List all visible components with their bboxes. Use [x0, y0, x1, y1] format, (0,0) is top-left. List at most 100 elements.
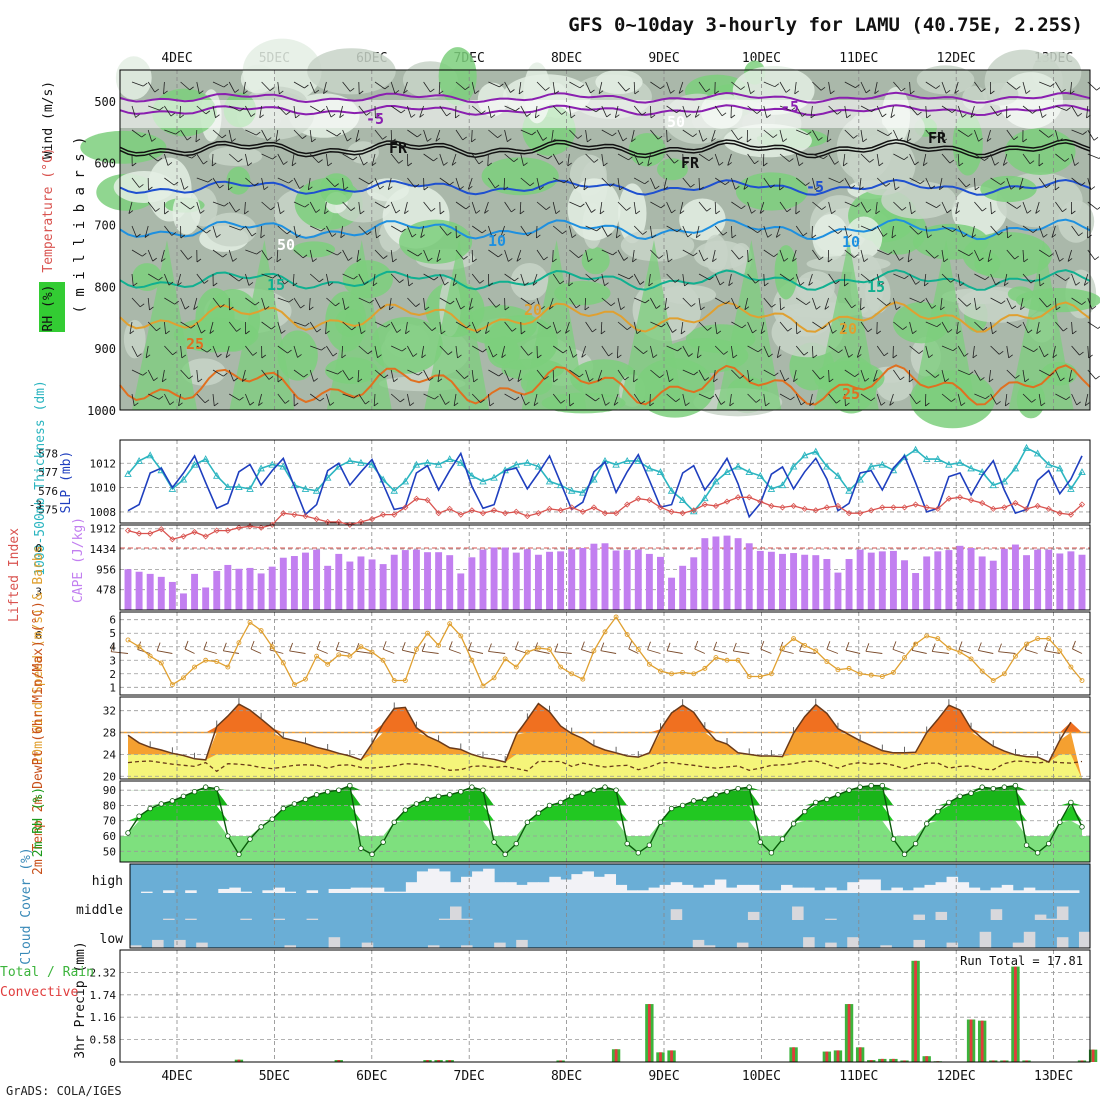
wind-barb-flag	[914, 161, 919, 166]
cape-bar	[1000, 548, 1008, 610]
wind-barb	[438, 81, 441, 95]
wind-barb-flag	[1007, 234, 1012, 239]
thickness-point	[512, 460, 521, 468]
wind-barb	[978, 650, 994, 654]
wind-barb	[682, 129, 693, 138]
wind-barb-flag	[756, 110, 762, 114]
wind-barb	[828, 321, 833, 334]
wind-barb-flag	[501, 354, 506, 358]
wind-barb-flag	[750, 90, 755, 94]
wind-barb	[245, 297, 256, 306]
temp-contour-25	[119, 364, 1091, 406]
wind-barb	[147, 153, 159, 162]
wind-barb	[666, 105, 677, 114]
wind-barb	[326, 153, 329, 166]
wind-barb	[161, 369, 165, 382]
wind-barb	[679, 201, 684, 214]
wind-barb-flag	[715, 210, 721, 215]
wind-barb	[650, 129, 659, 140]
wind-barb-flag	[206, 229, 211, 234]
wind-barb-flag	[908, 378, 914, 383]
wind-barb-flag	[503, 186, 509, 191]
cape-bar	[213, 570, 221, 610]
wind-barb	[844, 249, 855, 258]
wind-barb-flag	[793, 378, 798, 383]
wind-barb-flag	[917, 111, 922, 116]
cloud-cell	[604, 874, 617, 893]
wind-barb	[585, 273, 596, 283]
wind-barb	[844, 105, 848, 118]
wind-barb-flag	[699, 186, 704, 191]
wind-barb	[293, 249, 304, 259]
wind-barb-flag	[638, 161, 644, 166]
wind-barb-flag	[491, 234, 497, 238]
wind-barb	[666, 153, 675, 164]
wind-barb	[990, 177, 1001, 185]
rh-point	[491, 839, 497, 845]
precip-convective-bar	[614, 1049, 618, 1062]
wind-barb	[309, 249, 314, 262]
wind-barb-flag	[892, 354, 898, 359]
lifted-index-point	[1056, 510, 1063, 517]
wind-barb	[423, 393, 435, 400]
wind-barb-flag	[920, 299, 925, 304]
thickness-point	[468, 471, 476, 479]
lifted-index-point	[934, 505, 941, 512]
wind-barb	[954, 81, 959, 94]
wind-barb-flag	[438, 90, 444, 95]
wind-barb-flag	[687, 233, 692, 238]
lifted-index-point	[258, 524, 265, 531]
cloud-cell	[935, 882, 948, 893]
wind-barb	[196, 177, 209, 183]
wind-barb	[925, 345, 930, 358]
rh-point	[1023, 842, 1030, 848]
wind-barb-flag	[871, 108, 876, 112]
precip-convective-bar	[647, 1004, 651, 1062]
wind-barb	[439, 177, 450, 186]
wind-barb-flag	[648, 282, 653, 287]
wind-barb-flag	[612, 132, 617, 137]
wind-barb	[970, 105, 975, 118]
wind-speed-point	[225, 664, 231, 670]
wind-barb	[212, 129, 223, 139]
wind-barb-flag	[712, 258, 717, 263]
wind-barb-flag	[242, 378, 247, 382]
wind-barb	[714, 177, 726, 186]
thickness-point	[756, 471, 765, 479]
cloud-cell	[747, 911, 760, 920]
wind-barb	[520, 297, 531, 306]
cape-bar	[723, 535, 731, 610]
cloud-cell	[450, 906, 462, 920]
cloud-cell	[626, 890, 639, 893]
wind-barb	[1019, 177, 1024, 190]
rh-point	[1001, 784, 1008, 790]
wind-barb-flag	[875, 210, 880, 215]
wind-barb-flag	[692, 133, 697, 138]
wind-barb	[889, 393, 894, 406]
wind-barb	[423, 153, 434, 162]
wind-barb	[357, 369, 360, 382]
wind-barb	[957, 297, 968, 307]
wind-barb	[467, 177, 473, 190]
wind-barb	[439, 225, 448, 236]
wind-barb	[293, 177, 300, 189]
wind-barb-flag	[315, 209, 321, 213]
wind-barb	[488, 105, 492, 118]
lifted-index-point	[546, 505, 553, 512]
wind-barb-flag	[958, 162, 964, 167]
wind-barb-flag	[774, 83, 780, 88]
wind-barb	[212, 177, 220, 189]
wind-barb-flag	[954, 90, 959, 94]
wind-barb-flag	[1061, 88, 1066, 93]
wind-tick-label: 6	[109, 614, 116, 627]
wind-barb-flag	[562, 349, 568, 354]
wind-barb-flag	[193, 306, 198, 310]
wind-barb-flag	[865, 89, 871, 94]
wind-speed-point	[768, 671, 774, 677]
wind-barb-flag	[156, 642, 161, 651]
wind-barb	[779, 129, 784, 142]
wind-speed-point	[824, 659, 830, 665]
wind-barb-flag	[606, 113, 611, 118]
contour-label: -5	[806, 178, 824, 196]
wind-barb-flag	[934, 255, 939, 259]
